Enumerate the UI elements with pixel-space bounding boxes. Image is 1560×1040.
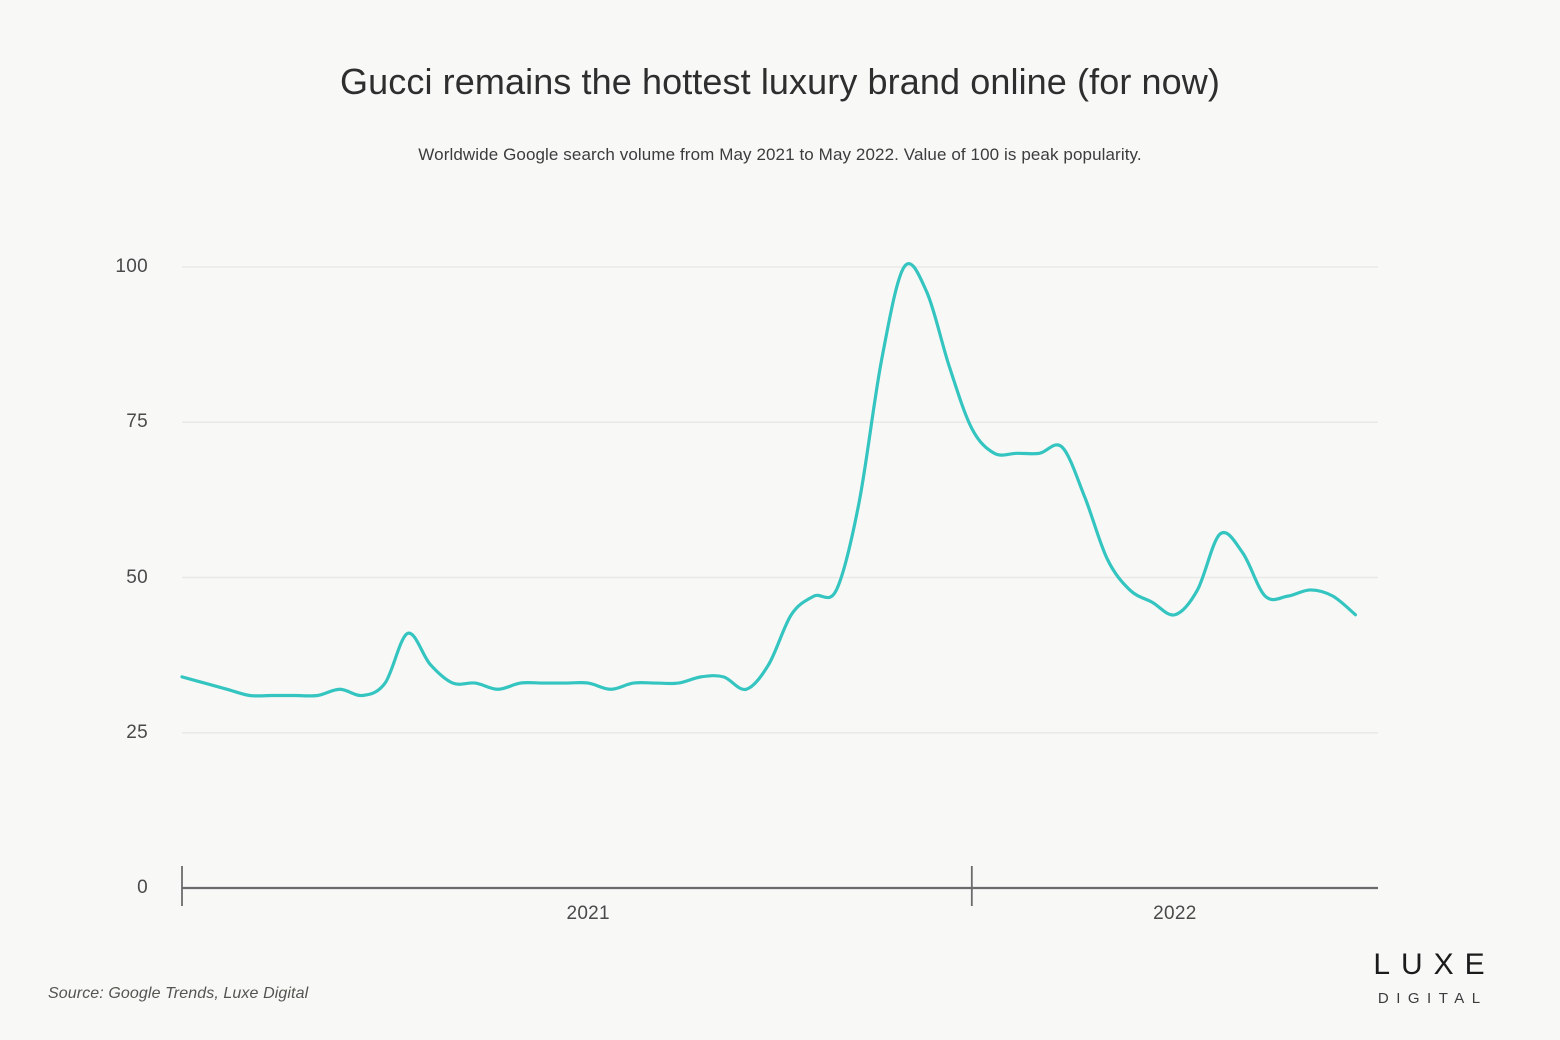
y-axis-tick-label: 25 xyxy=(126,721,148,743)
y-axis-tick-label: 50 xyxy=(126,566,148,588)
page-title: Gucci remains the hottest luxury brand o… xyxy=(340,61,1220,102)
x-axis-tick-label: 2022 xyxy=(1153,903,1197,924)
chart-subtitle: Worldwide Google search volume from May … xyxy=(418,145,1142,164)
data-series-line xyxy=(180,262,1358,698)
brand-logo-sub: DIGITAL xyxy=(1377,990,1488,1007)
x-axis-tick-label: 2021 xyxy=(566,903,610,924)
y-axis-tick-label: 75 xyxy=(126,411,148,433)
y-axis-tick-label: 0 xyxy=(137,877,148,898)
y-axis-tick-label: 100 xyxy=(115,256,148,277)
brand-logo-main: LUXE xyxy=(1373,948,1496,981)
brand-logo: LUXE DIGITAL xyxy=(1334,948,1524,1007)
source-note: Source: Google Trends, Luxe Digital xyxy=(48,985,309,1002)
